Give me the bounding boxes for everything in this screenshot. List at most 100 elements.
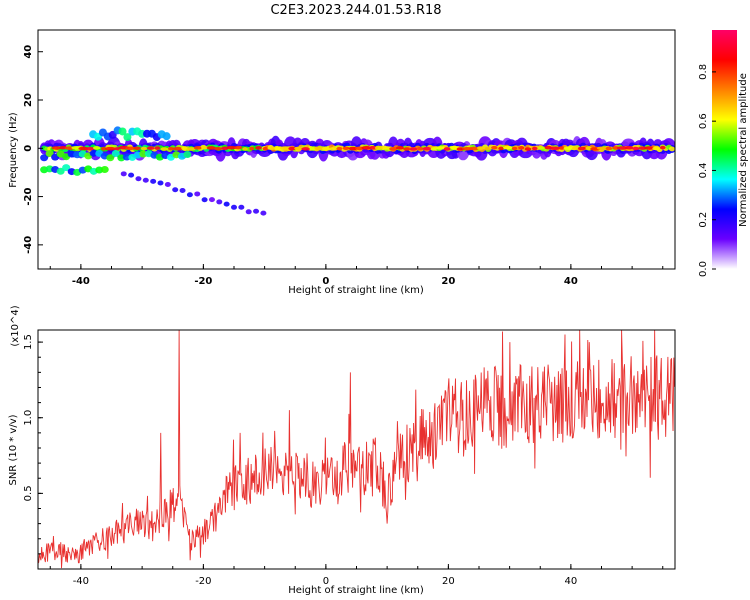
- heat-band-core: [498, 146, 504, 151]
- spectrogram-x-label: Height of straight line (km): [288, 285, 424, 296]
- heat-band-core: [140, 146, 148, 151]
- heat-band-core: [51, 146, 62, 150]
- colorbar-ticks: 0.0 0.2 0.4 0.6 0.8: [698, 64, 716, 277]
- heat-band-core: [596, 146, 608, 151]
- heat-branch-descending: [120, 171, 127, 177]
- heat-branch-upper: [162, 132, 171, 141]
- heat-band-core: [374, 146, 385, 150]
- heat-band-core: [186, 147, 196, 151]
- heat-band-core: [100, 146, 107, 151]
- heat-branch-descending: [238, 204, 245, 210]
- colorbar-gradient: [712, 30, 737, 269]
- heat-band-core: [146, 146, 155, 150]
- heat-band-core: [577, 146, 586, 151]
- heat-band-core: [558, 146, 565, 150]
- heat-branch-mid: [45, 150, 54, 158]
- spectrogram-y-label: Frequency (Hz): [8, 112, 19, 188]
- colorbar-tick-label: 0.4: [698, 162, 709, 178]
- heat-band-core: [249, 146, 255, 151]
- heat-band-core: [342, 146, 350, 151]
- colorbar-tick-label: 0.0: [698, 261, 709, 277]
- heat-band-core: [605, 146, 613, 151]
- figure-title: C2E3.2023.244.01.53.R18: [270, 3, 441, 18]
- heat-band-core: [267, 146, 277, 151]
- heat-band-core: [524, 147, 532, 151]
- y-tick-label: 0.5: [23, 485, 34, 501]
- colorbar-label: Normalized spectral amplitude: [738, 73, 749, 227]
- heat-band-core: [314, 146, 324, 151]
- y-tick-label: 1.0: [23, 410, 34, 426]
- heat-band-core: [632, 146, 640, 151]
- heat-band-core: [430, 147, 437, 151]
- snr-chart: -40 -20 0 20 40 0.5 1.0 1.5 Height of straight…: [8, 305, 676, 596]
- x-tick-label: 20: [442, 576, 455, 587]
- heat-branch-low: [56, 167, 65, 175]
- heat-band-core: [491, 145, 498, 150]
- heat-band-core: [531, 146, 538, 151]
- heat-band-core: [85, 146, 96, 151]
- y-tick-label: 1.5: [23, 334, 34, 350]
- snr-y-axis: 0.5 1.0 1.5: [23, 334, 43, 555]
- heat-branch-descending: [245, 209, 252, 215]
- heat-band-core: [125, 146, 136, 151]
- heat-band-core: [361, 146, 372, 150]
- heat-band-core: [624, 145, 634, 150]
- heat-band-core: [168, 146, 174, 151]
- spectrogram-x-axis: -40 -20 0 20 40: [49, 264, 664, 287]
- heat-band-core: [294, 146, 304, 151]
- y-tick-label: 20: [23, 93, 34, 107]
- y-tick-label: -20: [23, 188, 34, 206]
- heat-band-core: [154, 146, 161, 150]
- heat-branch-descending: [208, 197, 215, 203]
- heat-band-core: [484, 146, 491, 151]
- heat-band-core: [160, 147, 168, 151]
- colorbar-tick-label: 0.6: [698, 113, 709, 129]
- heat-band-core: [417, 146, 424, 151]
- heat-band-core: [193, 146, 202, 150]
- heat-branch-descending: [231, 204, 237, 210]
- heat-band-core: [288, 146, 297, 151]
- x-tick-label: -20: [194, 276, 212, 287]
- heat-band-core: [321, 146, 330, 151]
- heat-band-core: [638, 146, 647, 150]
- heat-band-core: [92, 146, 101, 150]
- heat-branch-descending: [201, 197, 208, 203]
- colorbar: 0.0 0.2 0.4 0.6 0.8 Normalized spectral ampl…: [698, 30, 749, 277]
- heat-branch-upper: [118, 127, 127, 136]
- heat-branch-descending: [253, 208, 260, 214]
- x-tick-label: 40: [565, 576, 578, 587]
- heat-band-core: [262, 146, 268, 151]
- heat-band-core: [389, 147, 398, 151]
- heat-branch-mid: [40, 154, 49, 162]
- heat-branch-descending: [157, 180, 164, 186]
- heat-branch-descending: [179, 188, 186, 194]
- spectrogram-heatmap: [39, 126, 676, 216]
- heat-branch-mid: [106, 154, 115, 162]
- snr-y-label: SNR (10 * v/v): [8, 414, 19, 485]
- heat-branch-descending: [186, 192, 193, 198]
- heat-band-core: [468, 146, 480, 151]
- heat-branch-descending: [150, 178, 157, 184]
- snr-y-multiplier: (x10^4): [10, 305, 21, 346]
- heat-band-core: [549, 146, 561, 151]
- heat-band-core: [616, 146, 628, 150]
- heat-band-core: [403, 147, 411, 151]
- spectrogram-y-axis: 40 20 0 -20 -40: [23, 45, 43, 254]
- heat-band-core: [382, 146, 391, 150]
- heat-band-core: [644, 146, 655, 150]
- heat-band-core: [104, 146, 116, 151]
- x-tick-label: 20: [441, 276, 455, 287]
- heat-branch-low: [100, 166, 109, 174]
- heat-band-core: [242, 147, 248, 151]
- y-tick-label: 40: [23, 45, 34, 59]
- heat-branch-descending: [216, 199, 223, 205]
- heat-band-core: [214, 146, 222, 151]
- heat-band-core: [409, 147, 418, 151]
- heat-band-core: [537, 146, 545, 150]
- heat-band-core: [563, 146, 574, 150]
- colorbar-tick-label: 0.2: [698, 212, 709, 228]
- heat-band-core: [518, 145, 525, 150]
- heat-band-core: [652, 146, 660, 151]
- heat-branch-mid: [111, 149, 120, 157]
